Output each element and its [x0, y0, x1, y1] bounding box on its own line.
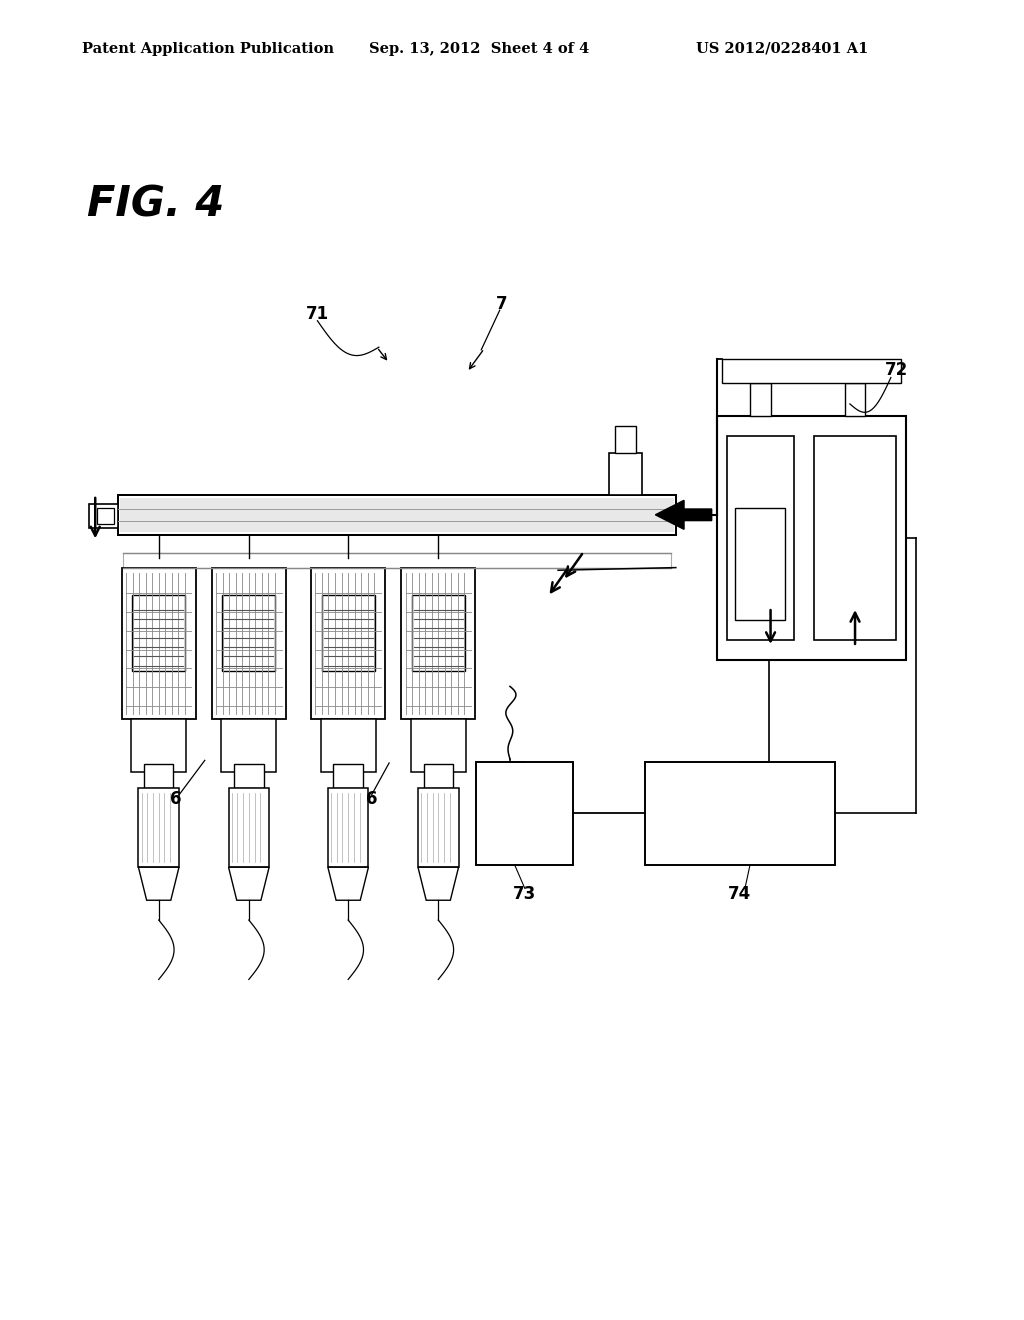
FancyArrow shape — [655, 500, 712, 529]
Bar — [735, 508, 785, 620]
Bar — [424, 764, 453, 788]
Bar — [412, 595, 465, 671]
Bar — [328, 788, 369, 867]
Text: 71: 71 — [306, 305, 329, 323]
Bar — [212, 568, 286, 719]
Bar — [97, 508, 114, 524]
Bar — [222, 595, 275, 671]
Bar — [221, 719, 276, 772]
Bar — [615, 426, 636, 453]
Bar — [401, 568, 475, 719]
Text: Patent Application Publication: Patent Application Publication — [82, 42, 334, 55]
Bar — [89, 504, 118, 528]
Bar — [334, 764, 362, 788]
Bar — [322, 595, 375, 671]
Bar — [118, 495, 676, 535]
Bar — [120, 498, 674, 532]
Text: 7: 7 — [496, 294, 508, 313]
Bar — [722, 359, 901, 383]
Bar — [228, 788, 269, 867]
Bar — [234, 764, 263, 788]
Bar — [321, 719, 376, 772]
Bar — [118, 495, 676, 535]
Polygon shape — [138, 867, 179, 900]
Text: FIG. 4: FIG. 4 — [87, 183, 224, 226]
Bar — [132, 595, 185, 671]
Bar — [750, 383, 770, 416]
Bar — [411, 719, 466, 772]
Polygon shape — [228, 867, 269, 900]
Bar — [123, 553, 671, 568]
Bar — [645, 762, 835, 865]
Polygon shape — [328, 867, 369, 900]
Text: 72: 72 — [885, 360, 907, 379]
Bar — [122, 568, 196, 719]
Bar — [717, 416, 906, 660]
Polygon shape — [418, 867, 459, 900]
Bar — [814, 436, 896, 640]
Bar — [311, 568, 385, 719]
Bar — [131, 719, 186, 772]
Text: Sep. 13, 2012  Sheet 4 of 4: Sep. 13, 2012 Sheet 4 of 4 — [369, 42, 589, 55]
Bar — [138, 788, 179, 867]
Text: 74: 74 — [728, 884, 752, 903]
Bar — [476, 762, 573, 865]
Bar — [609, 453, 642, 495]
Text: US 2012/0228401 A1: US 2012/0228401 A1 — [696, 42, 868, 55]
Bar — [727, 436, 794, 640]
Bar — [845, 383, 865, 416]
Bar — [144, 764, 173, 788]
Text: 6: 6 — [170, 789, 182, 808]
Bar — [418, 788, 459, 867]
Text: 6: 6 — [366, 789, 378, 808]
Text: 73: 73 — [513, 884, 537, 903]
